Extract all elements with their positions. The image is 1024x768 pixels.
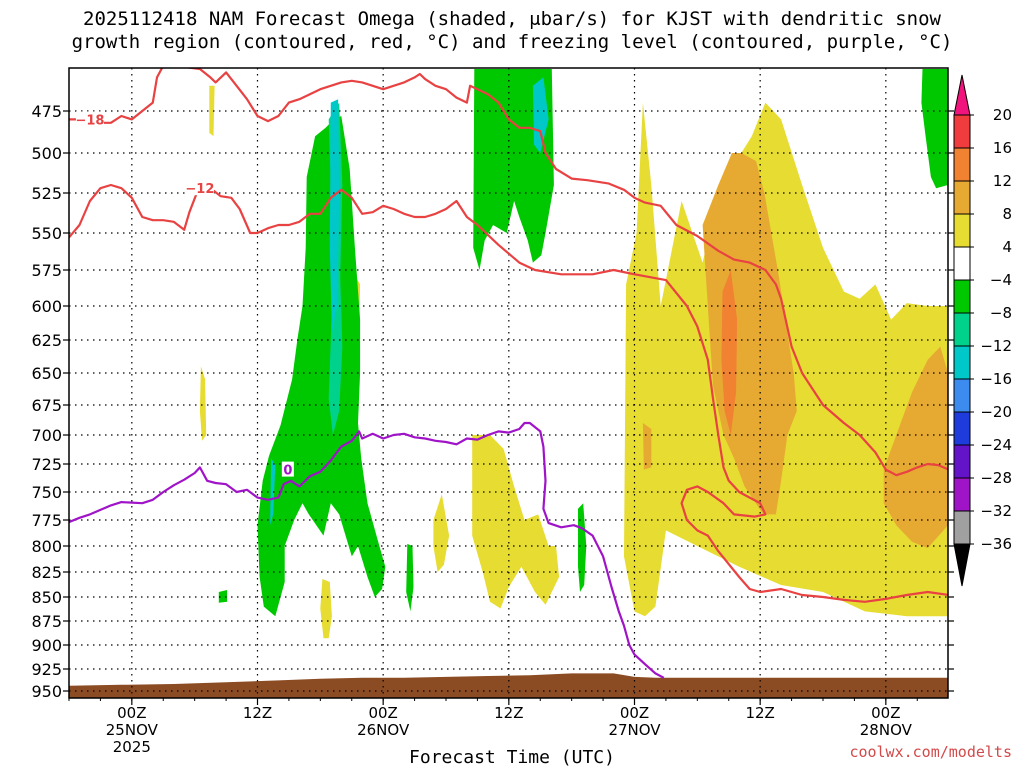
x-tick-label-66-0: 12Z	[745, 704, 774, 722]
x-tick-label-18-0: 12Z	[243, 704, 272, 722]
y-tick-label-900: 900	[31, 636, 62, 655]
colorbar-label-12: −32	[980, 502, 1012, 520]
omega-shaded-region-17	[406, 543, 414, 612]
colorbar-label-5: −4	[990, 271, 1012, 289]
omega-shaded-region-6	[199, 366, 207, 441]
x-tick-label-30-0: 00Z	[368, 704, 397, 722]
colorbar-label-13: −36	[980, 535, 1012, 553]
y-tick-label-650: 650	[31, 364, 62, 383]
colorbar-swatch-10	[953, 411, 971, 446]
contour-label-0: 0	[283, 464, 292, 479]
y-tick-label-475: 475	[31, 102, 62, 121]
colorbar-label-7: −12	[980, 337, 1012, 355]
omega-shaded-region-12	[532, 77, 549, 153]
colorbar-label-9: −20	[980, 403, 1012, 421]
colorbar-swatch-2	[953, 147, 971, 182]
x-tick-label-78-0: 00Z	[871, 704, 900, 722]
contour-label--12: −12	[185, 182, 214, 197]
contour-label-bg--12	[185, 180, 214, 196]
colorbar-label-6: −8	[990, 304, 1012, 322]
colorbar-top-triangle	[953, 74, 971, 116]
source-credit: coolwx.com/modelts	[849, 743, 1012, 761]
omega-shaded-region-3	[320, 579, 332, 639]
contour-0	[69, 421, 665, 679]
colorbar-label-1: 16	[993, 139, 1012, 157]
y-tick-label-850: 850	[31, 588, 62, 607]
colorbar-swatch-3	[953, 180, 971, 215]
colorbar-swatch-4	[953, 213, 971, 248]
x-axis-title: Forecast Time (UTC)	[409, 747, 615, 768]
colorbar-swatch-9	[953, 378, 971, 413]
omega-shaded-region-20	[921, 69, 948, 189]
colorbar-label-8: −16	[980, 370, 1012, 388]
y-tick-label-525: 525	[31, 184, 62, 203]
omega-shaded-region-2	[433, 494, 450, 572]
colorbar-swatch-13	[953, 510, 971, 545]
omega-shaded-region-10	[721, 270, 738, 435]
colorbar-label-4: 4	[1002, 238, 1012, 256]
omega-shaded-region-5	[209, 85, 215, 137]
y-tick-label-750: 750	[31, 483, 62, 502]
y-tick-label-875: 875	[31, 612, 62, 631]
omega-shaded-region-1	[472, 435, 560, 609]
y-tick-label-500: 500	[31, 144, 62, 163]
y-tick-label-700: 700	[31, 426, 62, 445]
contour--18	[69, 68, 948, 477]
x-tick-label-42-0: 12Z	[494, 704, 523, 722]
colorbar-bottom-triangle	[953, 543, 971, 587]
y-tick-label-800: 800	[31, 537, 62, 556]
colorbar-swatch-8	[953, 345, 971, 380]
omega-shaded-region-15	[329, 99, 340, 334]
colorbar-swatch-12	[953, 477, 971, 512]
chart-title-line1: 2025112418 NAM Forecast Omega (shaded, μ…	[83, 8, 941, 30]
omega-shaded-region-18	[578, 503, 587, 592]
omega-shaded-region-7	[702, 153, 797, 515]
colorbar-swatch-5	[953, 246, 971, 281]
y-tick-label-625: 625	[31, 331, 62, 350]
x-tick-label-54-0: 00Z	[620, 704, 649, 722]
omega-shaded-region-9	[642, 423, 652, 470]
y-tick-label-825: 825	[31, 563, 62, 582]
x-tick-label-6-1: 25NOV	[106, 721, 159, 739]
contour-label-bg-0	[281, 461, 294, 477]
x-tick-label-54-1: 27NOV	[608, 721, 661, 739]
y-tick-label-575: 575	[31, 261, 62, 280]
contour-label--18: −18	[75, 113, 104, 128]
omega-shaded-region-13	[257, 116, 386, 617]
y-tick-label-675: 675	[31, 396, 62, 415]
y-tick-label-725: 725	[31, 455, 62, 474]
omega-shaded-region-19	[218, 590, 228, 603]
colorbar-label-2: 12	[993, 172, 1012, 190]
colorbar-label-3: 8	[1002, 205, 1012, 223]
y-tick-label-950: 950	[31, 682, 62, 701]
colorbar-swatch-1	[953, 114, 971, 149]
terrain-fill	[69, 673, 948, 698]
y-tick-label-925: 925	[31, 660, 62, 679]
colorbar-swatch-11	[953, 444, 971, 479]
x-tick-label-6-2: 2025	[113, 738, 151, 756]
colorbar-swatch-6	[953, 279, 971, 314]
y-tick-label-775: 775	[31, 511, 62, 530]
colorbar-label-11: −28	[980, 469, 1012, 487]
contour-label-bg--18	[75, 111, 104, 127]
x-tick-label-30-1: 26NOV	[357, 721, 410, 739]
omega-shaded-region-8	[883, 346, 948, 549]
y-tick-label-600: 600	[31, 297, 62, 316]
x-tick-label-6-0: 00Z	[117, 704, 146, 722]
chart-title-line2: growth region (contoured, red, °C) and f…	[71, 31, 953, 53]
colorbar-label-0: 20	[993, 106, 1012, 124]
x-tick-label-78-1: 28NOV	[860, 721, 913, 739]
y-tick-label-550: 550	[31, 224, 62, 243]
colorbar-label-10: −24	[980, 436, 1012, 454]
colorbar-swatch-7	[953, 312, 971, 347]
omega-shaded-region-16	[270, 458, 276, 526]
